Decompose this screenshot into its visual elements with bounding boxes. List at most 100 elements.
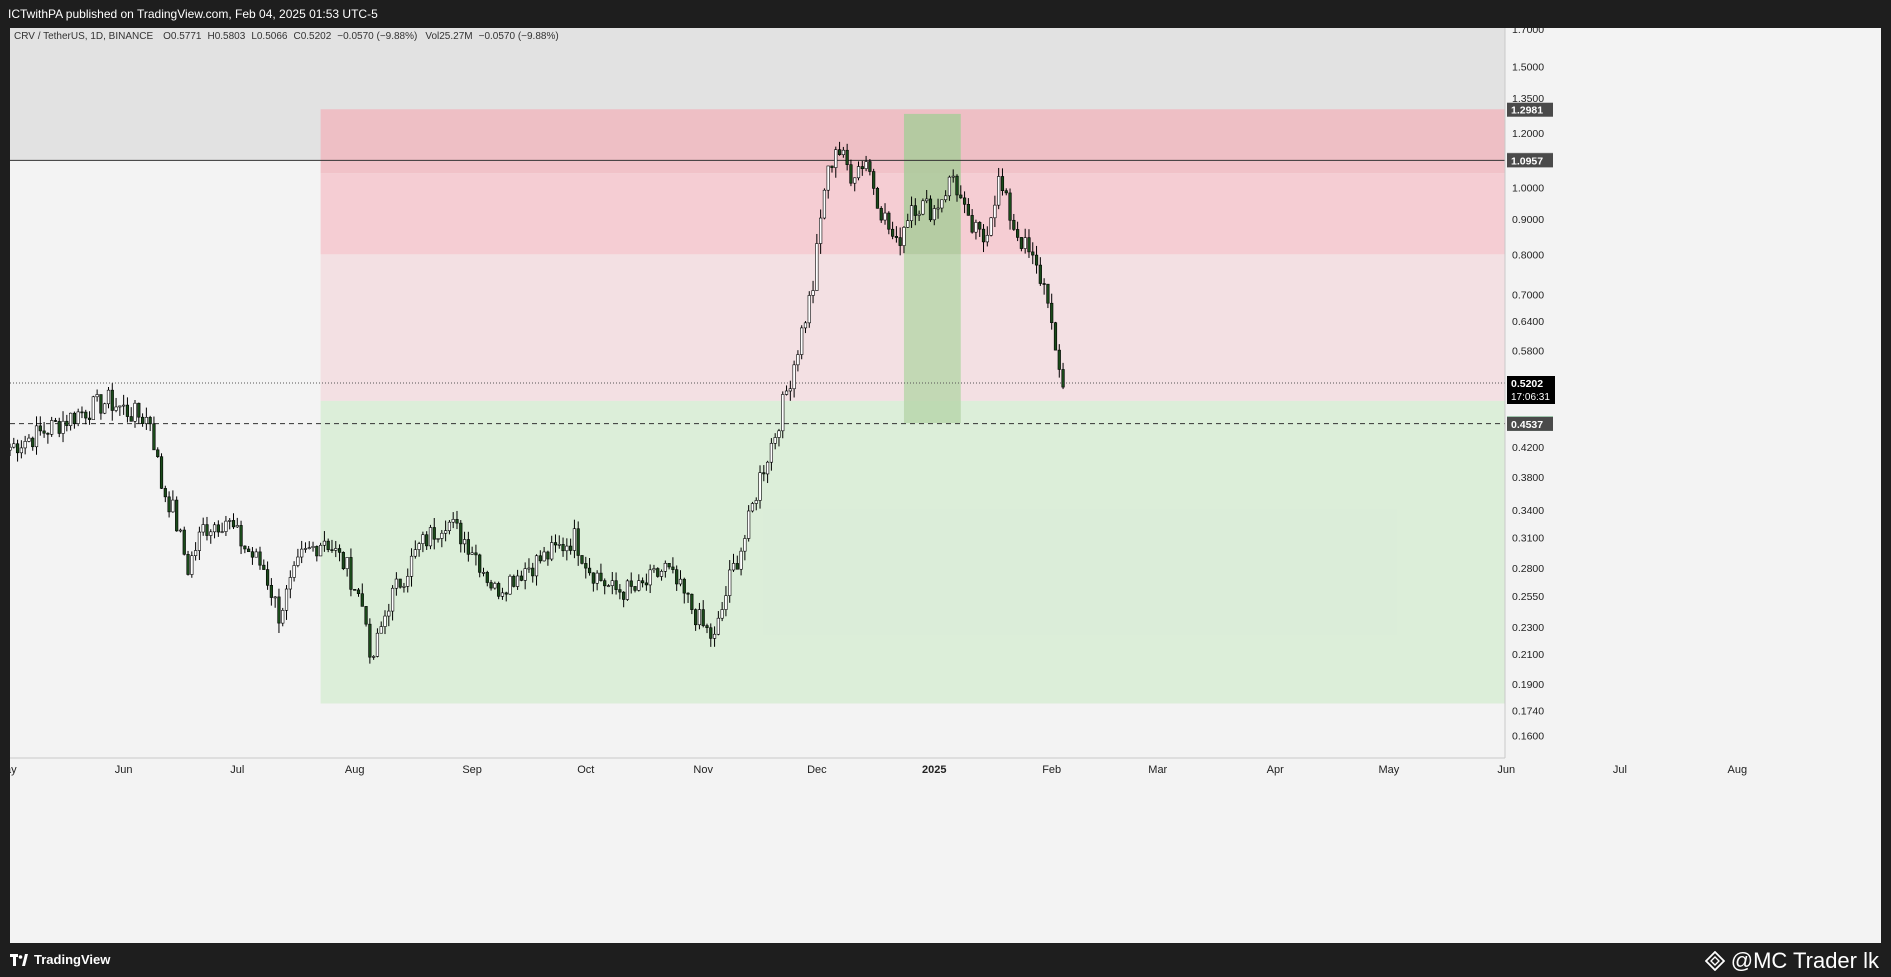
candle-body [95,394,99,398]
publish-header: ICTwithPA published on TradingView.com, … [0,0,1891,28]
zone-2[interactable] [320,254,1689,401]
y-tick-label: 1.2000 [1512,128,1544,140]
candle-body [53,420,58,422]
price-label: 1.2981 [1511,105,1543,117]
x-tick-label: Oct [577,764,594,776]
zone-0[interactable] [320,109,1689,174]
candle-body [762,472,766,475]
candle-body [1012,219,1016,230]
x-tick-label: May [1378,764,1399,776]
x-tick-label: Feb [1042,764,1061,776]
tradingview-brand[interactable]: TradingView [10,952,110,967]
candle-body [444,530,448,534]
candle-body [182,529,186,555]
candle-body [474,552,478,556]
candle-body [15,443,20,454]
candle-body [690,593,694,610]
candle-body [201,524,205,533]
candle-body [159,456,164,489]
y-tick-label: 0.5800 [1512,345,1544,357]
candle-body [565,545,569,552]
x-tick-label: Sep [462,764,482,776]
candle-body [368,623,372,658]
candle-body [531,567,535,577]
candle-body [656,568,660,577]
zone-3[interactable] [320,400,1689,704]
candle-body [978,222,982,230]
legend-volume: Vol25.27M [425,31,472,42]
candle-body [212,524,217,533]
candle-body [205,524,209,536]
candle-body [902,226,906,246]
candle-body [307,547,311,549]
candle-body [224,520,228,532]
y-tick-label: 0.1600 [1512,730,1544,742]
time-axis[interactable] [10,758,1881,943]
candle-body [659,571,664,577]
x-tick-label: Nov [693,764,713,776]
candle-body [773,437,777,444]
candle-body [1057,349,1061,370]
candle-body [758,472,762,501]
y-tick-label: 1.7000 [1512,28,1544,36]
candle-body [197,531,202,551]
candle-body [125,404,130,417]
legend-symbol: CRV / TetherUS, 1D, BINANCE [14,31,153,42]
candle-body [860,166,864,170]
y-tick-label: 0.3400 [1512,505,1544,517]
candle-body [406,576,410,587]
candle-body [553,542,558,546]
candle-body [1050,302,1054,323]
candle-body [849,164,853,184]
candle-body [413,549,417,557]
chart-frame[interactable]: CRV / TetherUS, 1D, BINANCE O0.5771 H0.580… [10,28,1881,943]
candle-body [76,411,80,424]
y-tick-label: 0.2300 [1512,622,1544,634]
candle-body [129,416,133,422]
candle-body [614,580,618,590]
candle-body [546,551,550,560]
candle-body [970,215,974,233]
candle-body [512,575,516,587]
candle-body [508,575,512,595]
candle-body [303,548,308,550]
price-axis[interactable] [1505,28,1881,758]
candle-body [1027,237,1031,253]
zone-5[interactable] [903,254,961,424]
candle-body [928,198,933,221]
y-tick-label: 0.1740 [1512,705,1544,717]
candle-body [728,569,732,596]
candle-body [375,632,380,657]
candle-body [390,587,395,612]
candle-body [1046,283,1050,304]
candle-body [349,557,353,590]
candle-body [561,544,565,552]
candle-body [788,388,792,392]
candle-body [527,567,531,570]
candle-body [10,446,12,451]
candle-body [993,204,997,219]
candle-body [12,443,16,448]
candle-body [337,548,342,553]
zone-4[interactable] [903,113,961,255]
candle-body [705,625,709,629]
tradingview-brand-label: TradingView [34,952,111,967]
zone-1[interactable] [320,173,1689,255]
candle-body [19,447,23,454]
candle-body [133,402,137,422]
candle-body [750,503,755,512]
candle-body [466,539,470,555]
candle-body [235,525,239,528]
candle-body [451,519,455,523]
candle-body [777,430,781,438]
candle-body [834,149,838,168]
candle-body [322,540,327,546]
candle-body [1038,264,1042,284]
price-label: 1.0957 [1511,155,1543,167]
price-chart[interactable]: CRV / TetherUS, 1D, BINANCE O0.5771 H0.580… [10,28,1881,943]
candle-body [334,548,338,551]
candle-body [228,520,232,522]
candle-body [678,578,683,585]
candle-body [485,572,489,583]
candle-body [57,421,61,434]
